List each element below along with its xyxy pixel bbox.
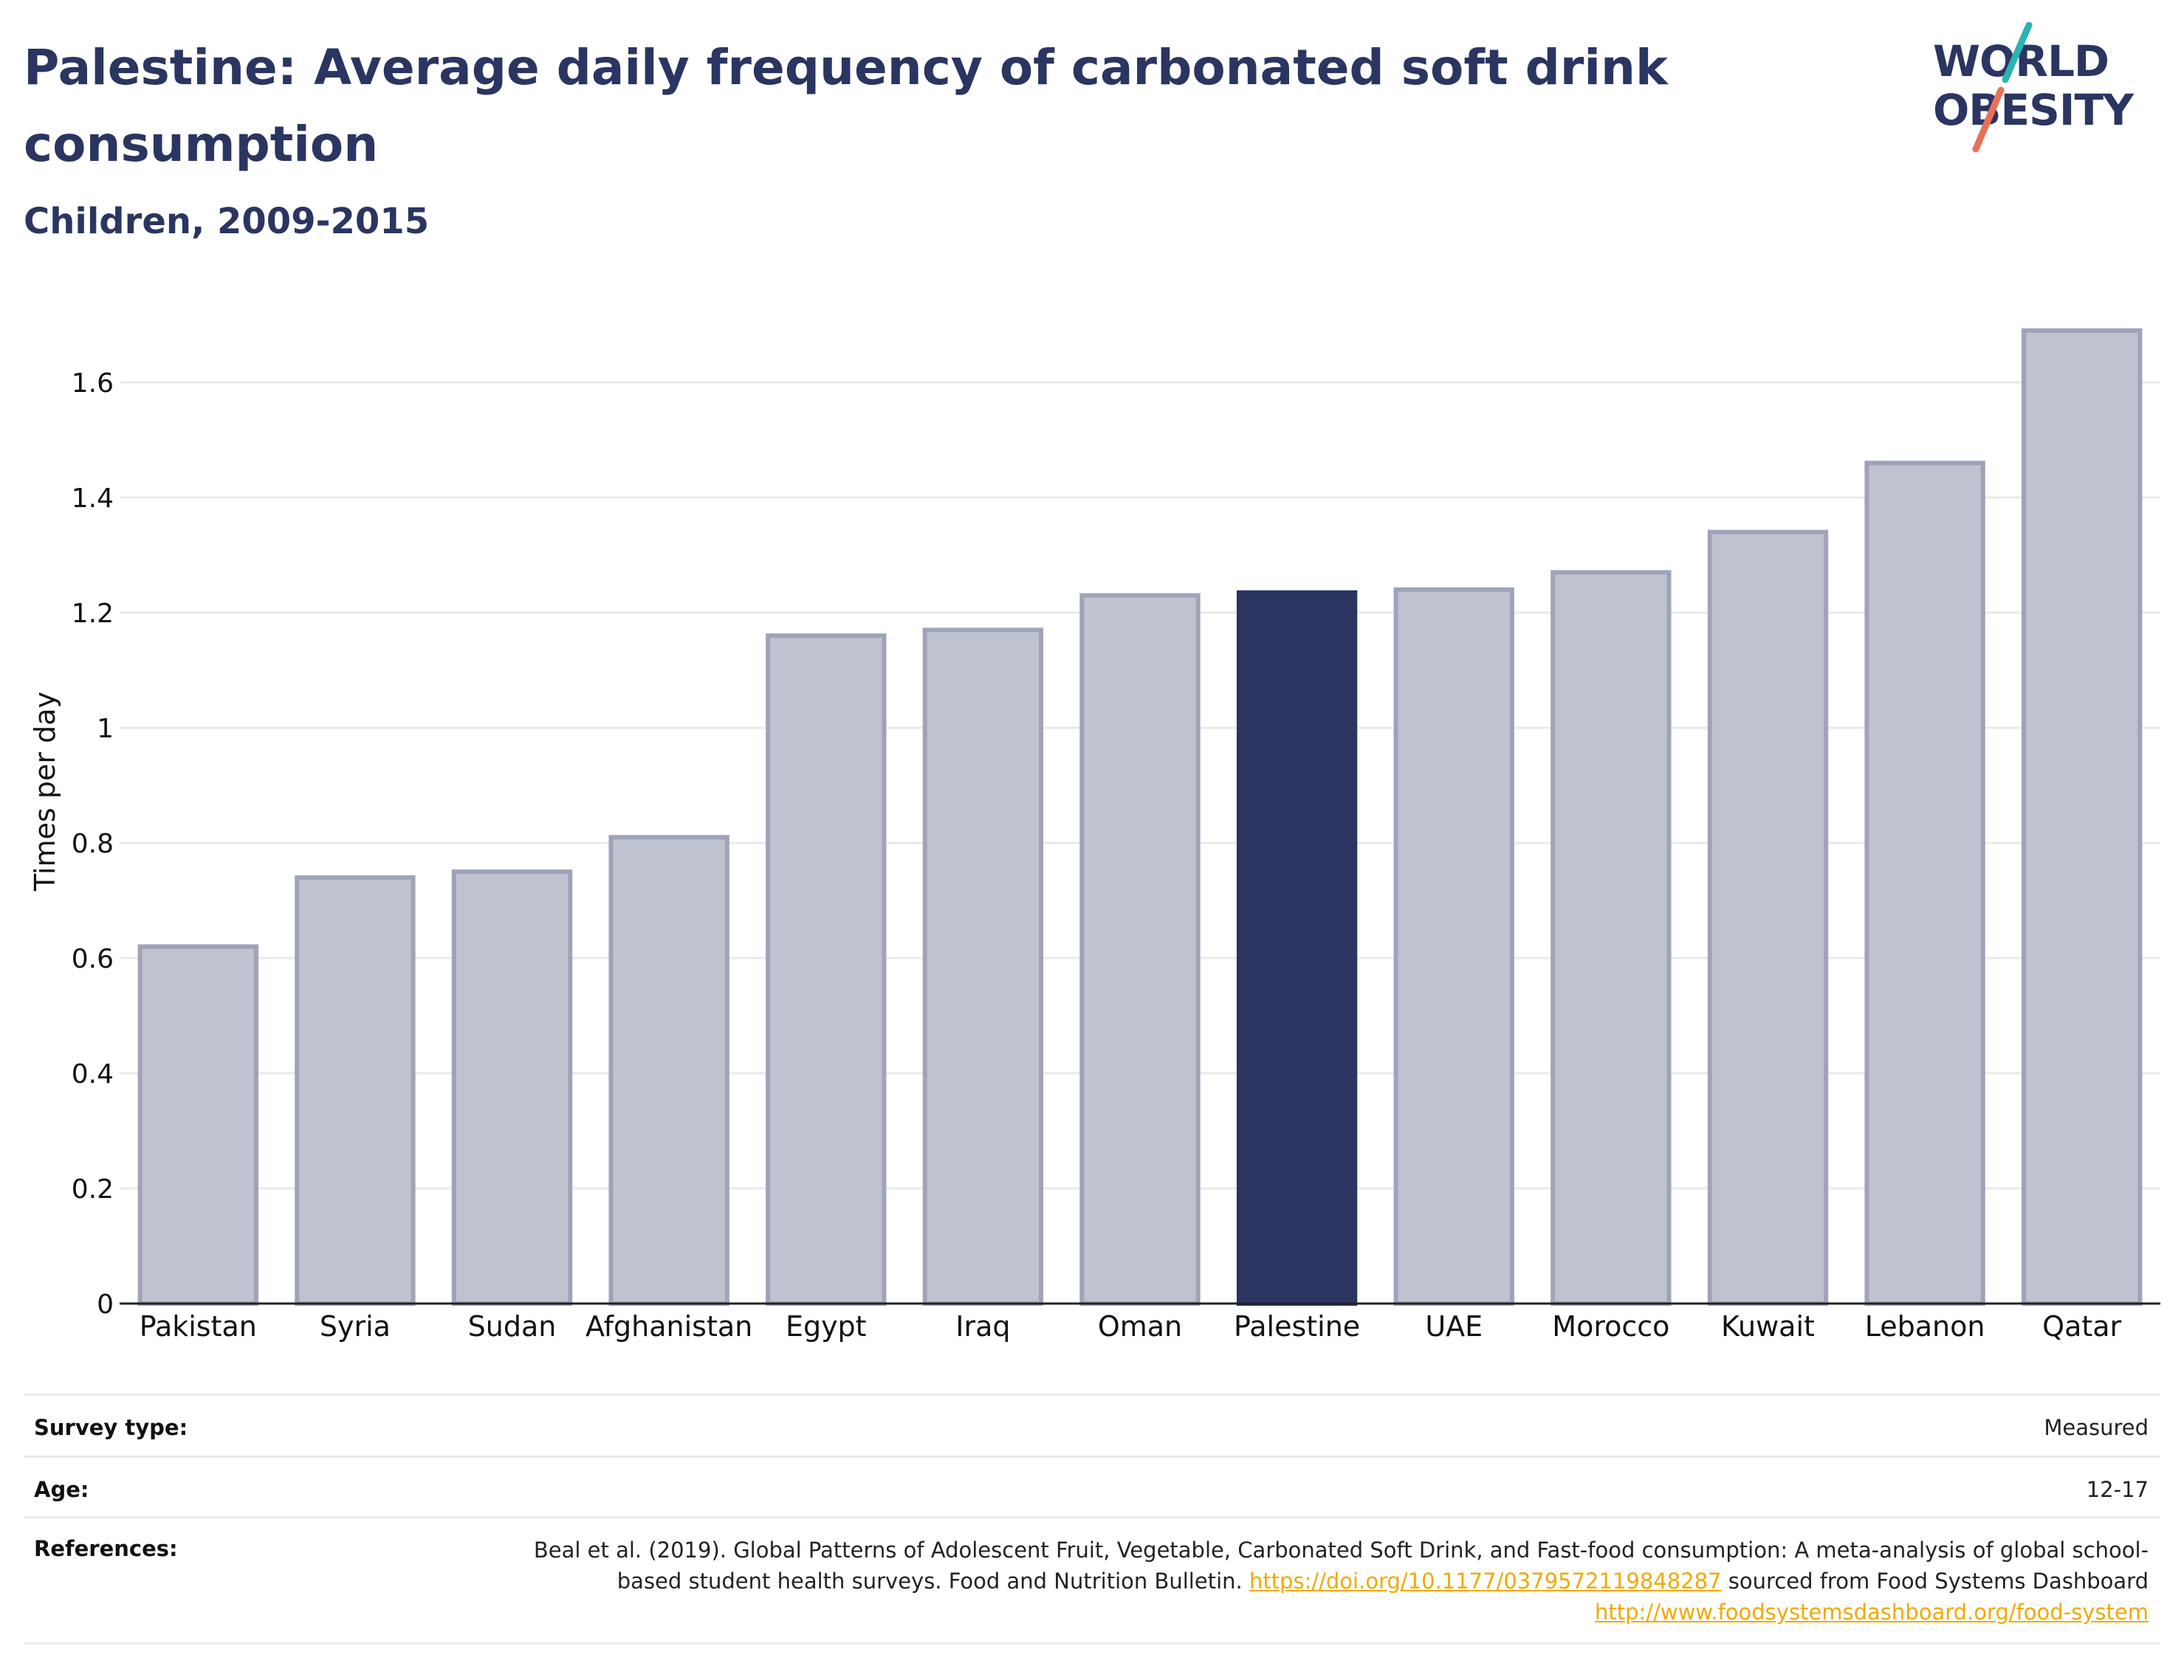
y-tick-label: 0.8 xyxy=(72,829,114,859)
chart-title: Palestine: Average daily frequency of ca… xyxy=(24,39,1668,173)
bar-syria[interactable] xyxy=(295,875,416,1307)
x-tick-labels: Pakistan Syria Sudan Afghanistan Egypt Iraq Om… xyxy=(140,1310,2122,1343)
y-tick-label: 1.6 xyxy=(72,368,114,399)
references-label: References: xyxy=(34,1536,178,1561)
bar-iraq[interactable] xyxy=(922,627,1044,1306)
bar-oman[interactable] xyxy=(1079,593,1201,1306)
x-tick-label: Palestine xyxy=(1234,1310,1360,1343)
x-tick-label: Oman xyxy=(1098,1310,1182,1343)
y-tick-label: 1.4 xyxy=(72,483,114,514)
x-tick-label: Iraq xyxy=(955,1310,1010,1343)
x-tick-label: Sudan xyxy=(468,1310,557,1343)
bar-kuwait[interactable] xyxy=(1707,529,1829,1306)
x-tick-label: Lebanon xyxy=(1865,1310,1985,1343)
y-tick-label: 0.4 xyxy=(72,1059,114,1089)
logo-line-2: OBESITY xyxy=(1933,85,2134,135)
meta-row-references: References: Beal et al. (2019). Global P… xyxy=(24,1516,2160,1645)
survey-type-value: Measured xyxy=(2044,1415,2149,1440)
x-tick-label: Syria xyxy=(320,1310,391,1343)
y-tick-label: 1 xyxy=(97,714,114,744)
bar-egypt[interactable] xyxy=(766,633,887,1306)
world-obesity-logo[interactable]: WORLD OBESITY xyxy=(1927,22,2163,162)
bar-chart: 0 0.2 0.4 0.6 0.8 1 1.2 1.4 1.6 Pakistan Syria Sud… xyxy=(29,328,2160,1343)
bar-afghanistan[interactable] xyxy=(608,835,729,1306)
x-tick-label: Morocco xyxy=(1552,1310,1669,1343)
reference-source: sourced from Food Systems Dashboard xyxy=(1721,1569,2149,1594)
references-text: Beal et al. (2019). Global Patterns of A… xyxy=(524,1535,2149,1628)
y-tick-labels: 0 0.2 0.4 0.6 0.8 1 1.2 1.4 1.6 xyxy=(72,368,114,1320)
x-tick-label: Qatar xyxy=(2042,1310,2121,1343)
food-systems-dashboard-link[interactable]: http://www.foodsystemsdashboard.org/food… xyxy=(1595,1600,2149,1625)
bar-pakistan[interactable] xyxy=(137,944,258,1307)
x-tick-label: Afghanistan xyxy=(586,1310,752,1343)
logo-slash-icon xyxy=(1972,22,2033,153)
y-tick-label: 0.2 xyxy=(72,1174,114,1205)
age-label: Age: xyxy=(34,1477,89,1502)
bar-palestine[interactable] xyxy=(1236,590,1358,1306)
meta-row-age: Age: 12-17 xyxy=(24,1456,2160,1518)
y-tick-label: 1.2 xyxy=(72,599,114,629)
metadata-table: Survey type: Measured Age: 12-17 Referen… xyxy=(24,1394,2160,1645)
age-value: 12-17 xyxy=(2086,1477,2149,1502)
reference-citation: Beal et al. (2019). Global Patterns of A… xyxy=(533,1538,2149,1594)
y-axis-title: Times per day xyxy=(29,692,61,892)
survey-type-label: Survey type: xyxy=(34,1415,188,1440)
meta-row-survey-type: Survey type: Measured xyxy=(24,1394,2160,1458)
bar-sudan[interactable] xyxy=(451,870,573,1306)
y-tick-label: 0 xyxy=(97,1290,114,1320)
y-tick-label: 0.6 xyxy=(72,944,114,974)
doi-link[interactable]: https://doi.org/10.1177/0379572119848287 xyxy=(1249,1569,1722,1594)
chart-subtitle: Children, 2009-2015 xyxy=(24,201,430,242)
x-tick-label: Kuwait xyxy=(1721,1310,1815,1343)
bar-qatar[interactable] xyxy=(2022,328,2143,1306)
x-tick-label: Pakistan xyxy=(140,1310,257,1343)
x-tick-label: Egypt xyxy=(786,1310,867,1343)
bar-morocco[interactable] xyxy=(1551,570,1672,1306)
bars xyxy=(137,328,2143,1307)
bar-lebanon[interactable] xyxy=(1864,461,1985,1307)
x-tick-label: UAE xyxy=(1425,1310,1483,1343)
bar-uae[interactable] xyxy=(1393,587,1514,1306)
